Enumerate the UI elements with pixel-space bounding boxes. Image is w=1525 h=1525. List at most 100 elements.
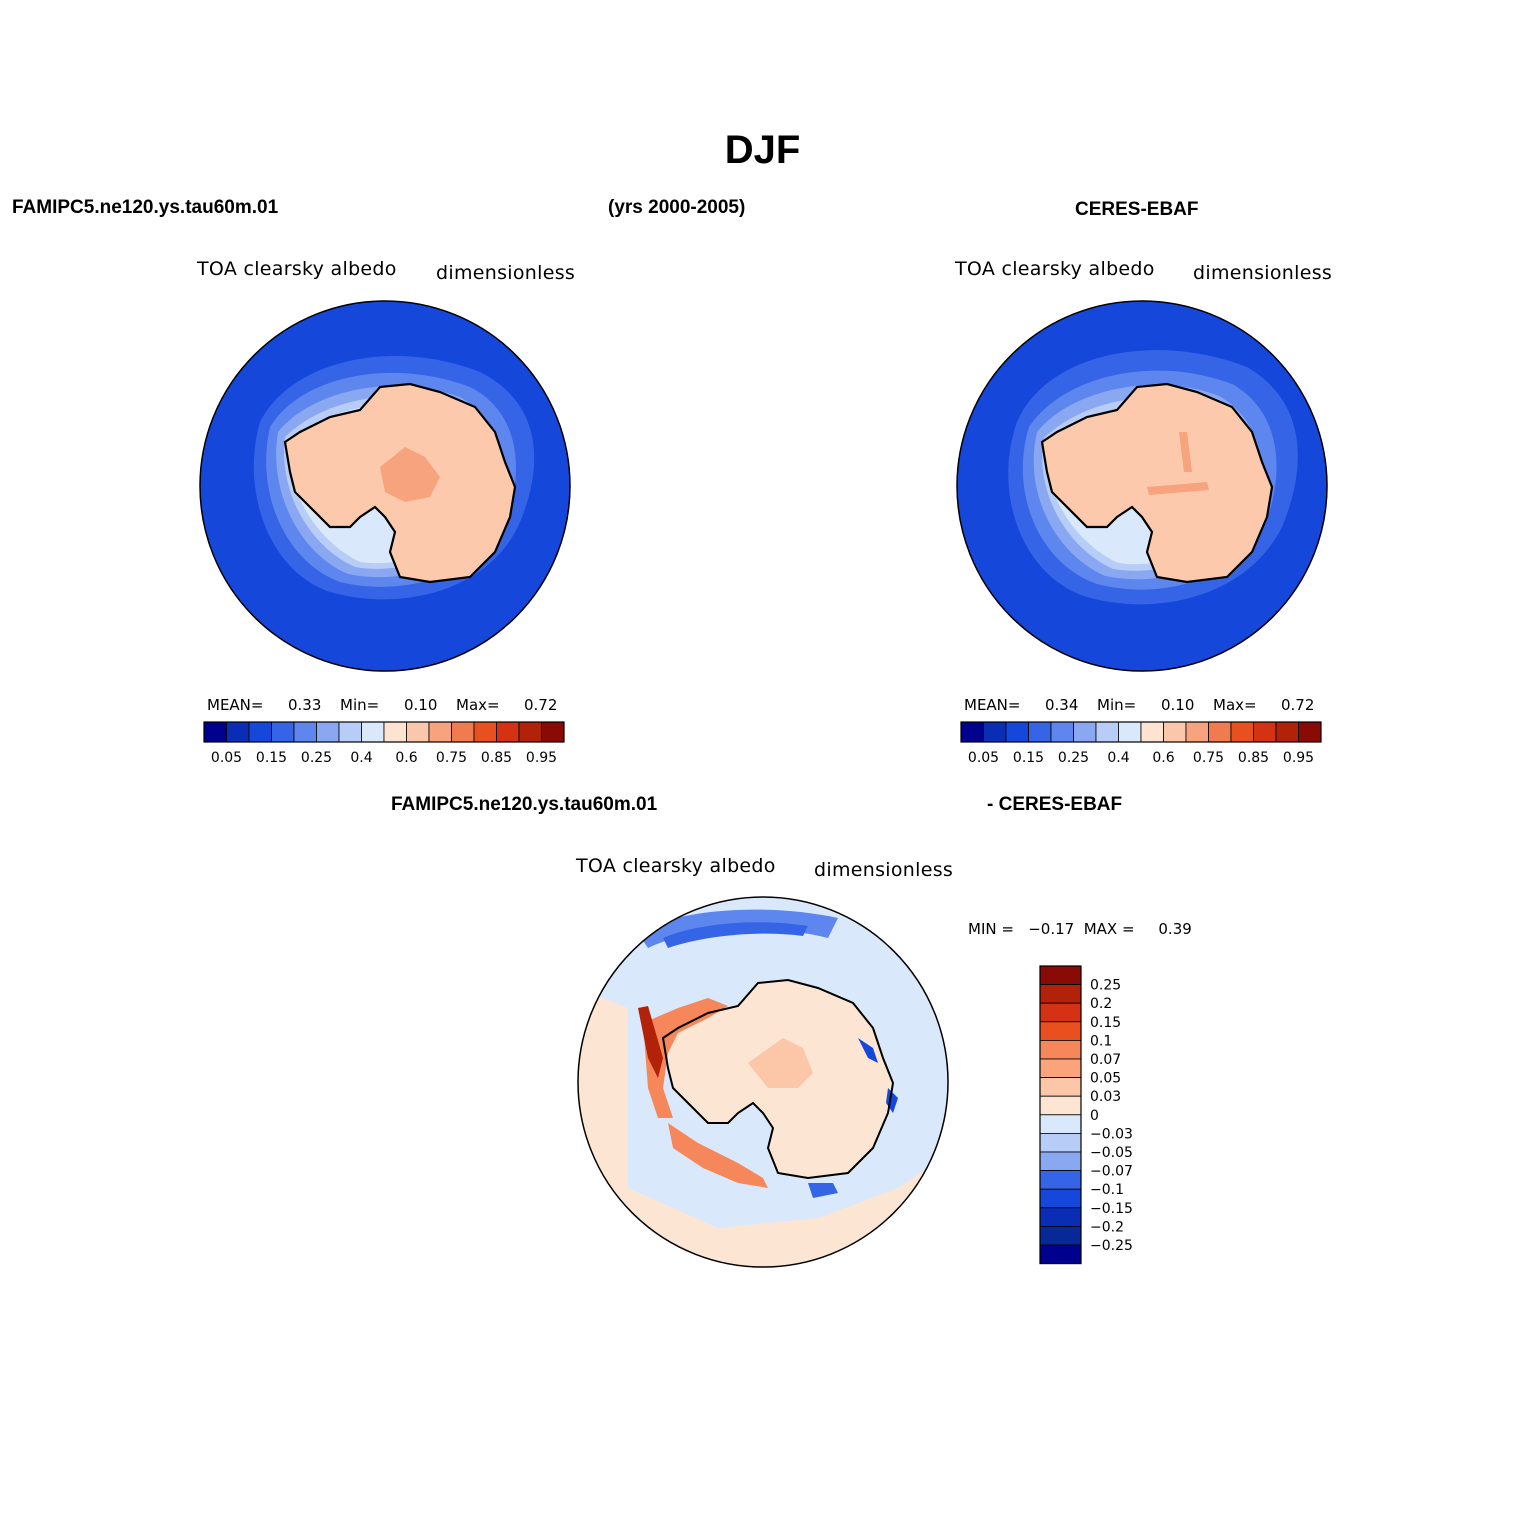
colorbar-tick-label: 0.2 [1090,996,1112,1012]
colorbar-tick-label: 0.03 [1090,1089,1121,1105]
colorbar-swatch [1039,1021,1082,1041]
stats-model-mean: 0.33 [288,696,322,714]
panel-model-units: dimensionless [436,262,576,284]
diff-variable: TOA clearsky albedo [576,855,776,877]
colorbar-swatch [316,721,340,743]
colorbar-tick-label: −0.25 [1090,1238,1133,1254]
map-border [956,300,1328,672]
colorbar-swatch [451,721,475,743]
colorbar-swatch [226,721,250,743]
colorbar-tick-label: 0.15 [1090,1015,1121,1031]
colorbar-swatch [518,721,542,743]
colorbar-tick-label: 0.15 [1013,750,1044,766]
colorbar-swatch [1073,721,1097,743]
colorbar-swatch [496,721,520,743]
colorbar-swatch [1275,721,1299,743]
colorbar-model: 0.05 0.15 0.25 0.4 0.6 0.75 0.85 0.95 [203,721,565,766]
colorbar-tick-label: 0.07 [1090,1052,1121,1068]
panel-obs-units: dimensionless [1193,262,1333,284]
diff-negative-band [663,922,808,948]
diff-positive-coast [643,998,728,1118]
colorbar-frame [1039,965,1082,1265]
panel-obs-variable: TOA clearsky albedo [955,258,1155,280]
colorbar-swatch [1039,1170,1082,1190]
diff-positive-outer [578,988,948,1267]
colorbar-tick-label: 0.25 [1090,978,1121,994]
header-model-name: FAMIPC5.ne120.ys.tau60m.01 [12,197,279,218]
colorbar-swatch [1039,1132,1082,1153]
panel-model-variable: TOA clearsky albedo [197,258,397,280]
map-model [199,300,571,672]
colorbar-swatch [983,721,1007,743]
colorbar-tick-label: −0.07 [1090,1164,1133,1180]
colorbar-swatch [1039,1114,1082,1134]
colorbar-swatch [428,721,452,743]
diff-negative-coast [858,1038,878,1063]
stats-model-min: 0.10 [404,696,438,714]
stats-obs-max-label: Max= [1213,696,1257,714]
diff-positive-coast [638,1006,663,1078]
map-difference [577,896,949,1268]
header-years: (yrs 2000-2005) [608,197,746,218]
stats-model-max-label: Max= [456,696,500,714]
colorbar-obs: 0.05 0.15 0.25 0.4 0.6 0.75 0.85 0.95 [960,721,1322,766]
colorbar-swatch [1039,1002,1082,1023]
colorbar-swatch [1039,1225,1082,1246]
colorbar-swatch [406,721,430,743]
diff-title-left: FAMIPC5.ne120.ys.tau60m.01 [391,794,658,815]
colorbar-swatch [271,721,295,743]
colorbar-swatch [248,721,272,743]
colorbar-swatch [1039,1207,1082,1227]
colorbar-tick-label: 0 [1090,1108,1099,1124]
stats-model-min-label: Min= [340,696,380,714]
colorbar-tick-label: 0.4 [350,750,372,766]
colorbar-swatch [960,721,984,743]
colorbar-tick-label: 0.85 [481,750,512,766]
diff-negative-coast [808,1183,838,1198]
colorbar-tick-label: 0.95 [1283,750,1314,766]
colorbar-swatch [1185,721,1209,743]
colorbar-tick-label: 0.75 [1193,750,1224,766]
stats-model-max: 0.72 [524,696,558,714]
colorbar-tick-label: 0.05 [1090,1071,1121,1087]
colorbar-swatch [1039,965,1082,986]
antarctica-outline [661,978,895,1180]
header-obs-name: CERES-EBAF [1075,199,1199,220]
colorbar-swatch [1118,721,1142,743]
colorbar-swatch [1039,1077,1082,1097]
colorbar-tick-label: 0.05 [968,750,999,766]
map-border [577,896,949,1268]
colorbar-swatch [1163,721,1187,743]
colorbar-frame [203,721,565,743]
stats-obs-max: 0.72 [1281,696,1315,714]
colorbar-tick-label: 0.05 [211,750,242,766]
colorbar-tick-label: −0.03 [1090,1126,1133,1142]
stats-obs-mean-label: MEAN= [964,696,1021,714]
diff-units: dimensionless [814,859,954,881]
colorbar-swatch [1039,1095,1082,1116]
colorbar-tick-label: 0.6 [395,750,417,766]
stats-obs-min: 0.10 [1161,696,1195,714]
colorbar-swatch [1039,984,1082,1004]
colorbar-swatch [1039,1058,1082,1079]
colorbar-swatch [203,721,227,743]
stats-model-mean-label: MEAN= [207,696,264,714]
interior-streak [1147,482,1209,495]
colorbar-swatch [1039,1151,1082,1172]
colorbar-swatch [1095,721,1119,743]
colorbar-tick-label: 0.85 [1238,750,1269,766]
colorbar-swatch [361,721,385,743]
colorbar-tick-label: 0.25 [301,750,332,766]
colorbar-swatch [1039,1040,1082,1060]
colorbar-tick-label: −0.1 [1090,1182,1124,1198]
figure-title: DJF [724,128,801,172]
colorbar-tick-label: 0.95 [526,750,557,766]
stats-obs-min-label: Min= [1097,696,1137,714]
interior-streak [1179,432,1192,472]
colorbar-tick-label: −0.15 [1090,1201,1133,1217]
colorbar-swatch [1028,721,1052,743]
diff-minmax: MIN = −0.17 MAX = 0.39 [968,920,1192,938]
stats-obs-mean: 0.34 [1045,696,1079,714]
colorbar-frame [960,721,1322,743]
diff-positive-core [748,1038,813,1088]
